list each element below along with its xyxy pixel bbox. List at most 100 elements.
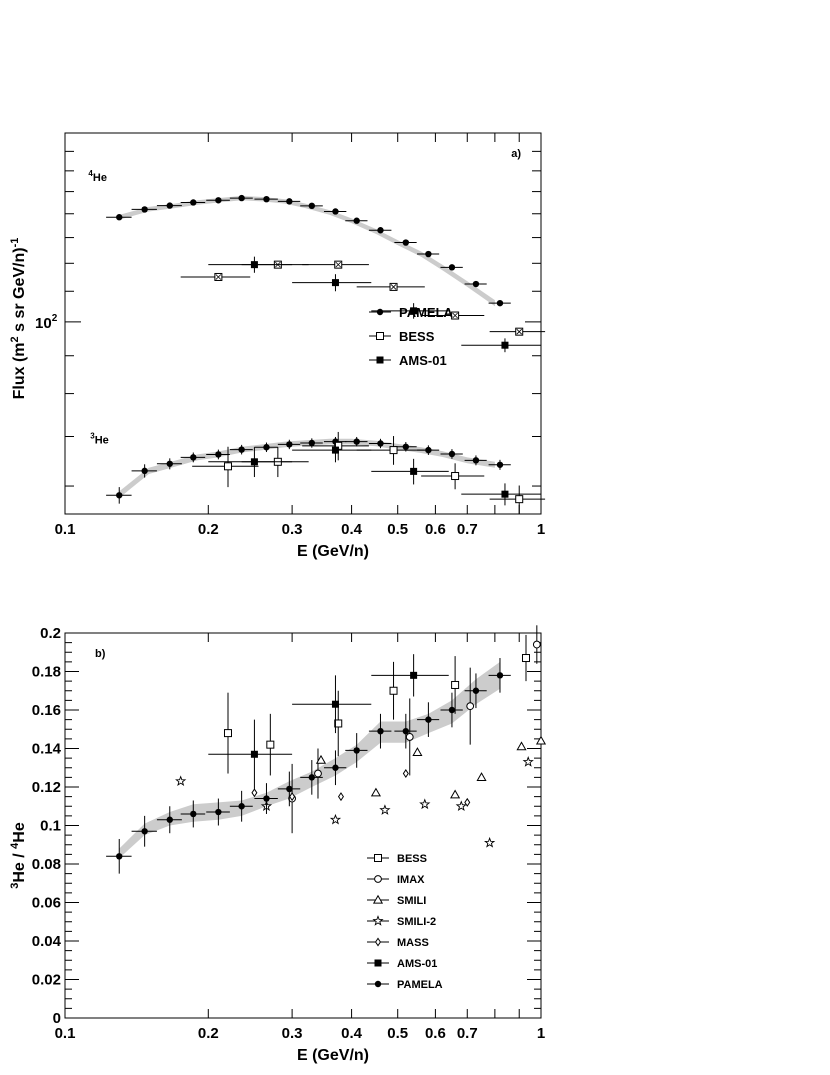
data-point [448, 706, 456, 714]
y-axis-label-part: 2 [9, 336, 21, 342]
legend-label: SMILI-2 [397, 916, 436, 928]
data-point [535, 735, 547, 745]
data-point [389, 446, 398, 455]
x-tick-label: 1 [537, 1025, 545, 1042]
legend-marker [374, 875, 382, 883]
data-point [329, 813, 342, 825]
y-tick-label: 0.1 [40, 818, 61, 835]
data-point [286, 785, 293, 793]
data-point [448, 450, 456, 458]
y-axis-label-part: s sr GeV/n) [11, 247, 28, 336]
data-point-cross [215, 274, 222, 280]
data-point-cross [516, 328, 523, 335]
x-tick-label: 0.7 [457, 521, 478, 538]
data-point [370, 787, 381, 797]
y-axis-ticks [65, 632, 541, 1019]
series-ams-01-3He [208, 438, 541, 506]
y-tick-label: 0.2 [40, 625, 61, 642]
data-point [215, 451, 222, 458]
x-axis-ticks [64, 133, 542, 514]
data-point [405, 733, 414, 741]
legend-label: PAMELA [399, 305, 454, 320]
data-point [451, 472, 460, 481]
data-point [464, 797, 471, 807]
y-tick-label: 0.06 [32, 895, 61, 912]
data-point [214, 272, 223, 281]
y-tick-label: 0.16 [32, 702, 61, 719]
data-point [251, 788, 258, 798]
data-point [332, 208, 339, 215]
data-point [263, 444, 270, 451]
data-point [501, 490, 509, 498]
legend-label: PAMELA [397, 979, 443, 991]
data-point [332, 764, 339, 771]
plot-frame [64, 132, 542, 515]
data-point [353, 747, 360, 754]
data-point-cross [390, 284, 397, 290]
panel-label: a) [511, 148, 521, 160]
x-tick-label: 0.3 [282, 521, 303, 538]
data-point [223, 729, 232, 738]
x-tick-label: 0.1 [55, 1025, 76, 1042]
data-point [377, 727, 384, 735]
data-point [308, 202, 316, 210]
data-point [472, 280, 480, 288]
data-point [314, 769, 322, 778]
data-point [476, 772, 487, 782]
legend-label: BESS [397, 853, 427, 865]
data-point [238, 194, 245, 202]
data-point [331, 700, 339, 708]
legend-marker [372, 894, 384, 904]
isotope-mass-number: 3 [90, 431, 95, 440]
x-axis-label: E (GeV/n) [297, 543, 369, 560]
x-tick-label: 0.7 [457, 1025, 478, 1042]
data-point [425, 250, 432, 258]
legend-label: AMS-01 [399, 353, 447, 368]
data-point [250, 261, 258, 269]
data-point [334, 719, 343, 728]
legend-marker [376, 308, 384, 316]
isotope-annotation: 3He [90, 431, 109, 446]
legend-marker [372, 915, 384, 926]
data-point [190, 454, 197, 461]
data-point [334, 260, 343, 269]
data-point [389, 282, 398, 291]
data-point [238, 446, 245, 453]
x-tick-label: 0.3 [282, 1025, 303, 1042]
x-tick-label: 0.4 [341, 521, 363, 538]
x-axis-ticks [64, 633, 542, 1018]
data-point [484, 836, 496, 848]
isotope-symbol: He [95, 434, 109, 446]
data-point [308, 439, 316, 447]
y-tick-label: 0.12 [32, 779, 61, 796]
data-point [379, 804, 391, 815]
band-3He [119, 438, 495, 498]
data-point [472, 457, 480, 464]
data-point [286, 441, 293, 448]
data-point [141, 206, 148, 213]
data-point [166, 460, 173, 467]
data-point [238, 803, 245, 810]
data-point [250, 458, 258, 466]
panel-b-ratio-chart: 0.1 0.2 0.3 0.4 0.5 0.6 0.7 1 E (GeV/n) 0 0.02 0.04… [9, 625, 547, 1064]
data-point [286, 198, 293, 205]
x-tick-label: 0.2 [198, 521, 219, 538]
x-axis-label: E (GeV/n) [297, 1047, 369, 1064]
legend: BESS IMAX SMILI SMILI-2 MASS AMS-01 PAMELA [367, 853, 443, 991]
x-tick-label: 0.4 [341, 1025, 363, 1042]
y-axis-label-part: He [11, 822, 28, 843]
y-axis-label-part: 3 [9, 883, 21, 889]
y-axis-label-part: -1 [9, 238, 21, 248]
y-tick-label: 0.14 [32, 741, 62, 758]
y-tick-label: 0 [53, 1010, 61, 1027]
series-pamela-4He [106, 194, 511, 307]
data-point [522, 756, 534, 767]
data-point [496, 299, 504, 307]
data-point [472, 687, 480, 694]
data-point [402, 239, 410, 246]
data-point [516, 741, 527, 751]
x-tick-label: 0.1 [55, 521, 76, 538]
data-point [425, 446, 432, 454]
